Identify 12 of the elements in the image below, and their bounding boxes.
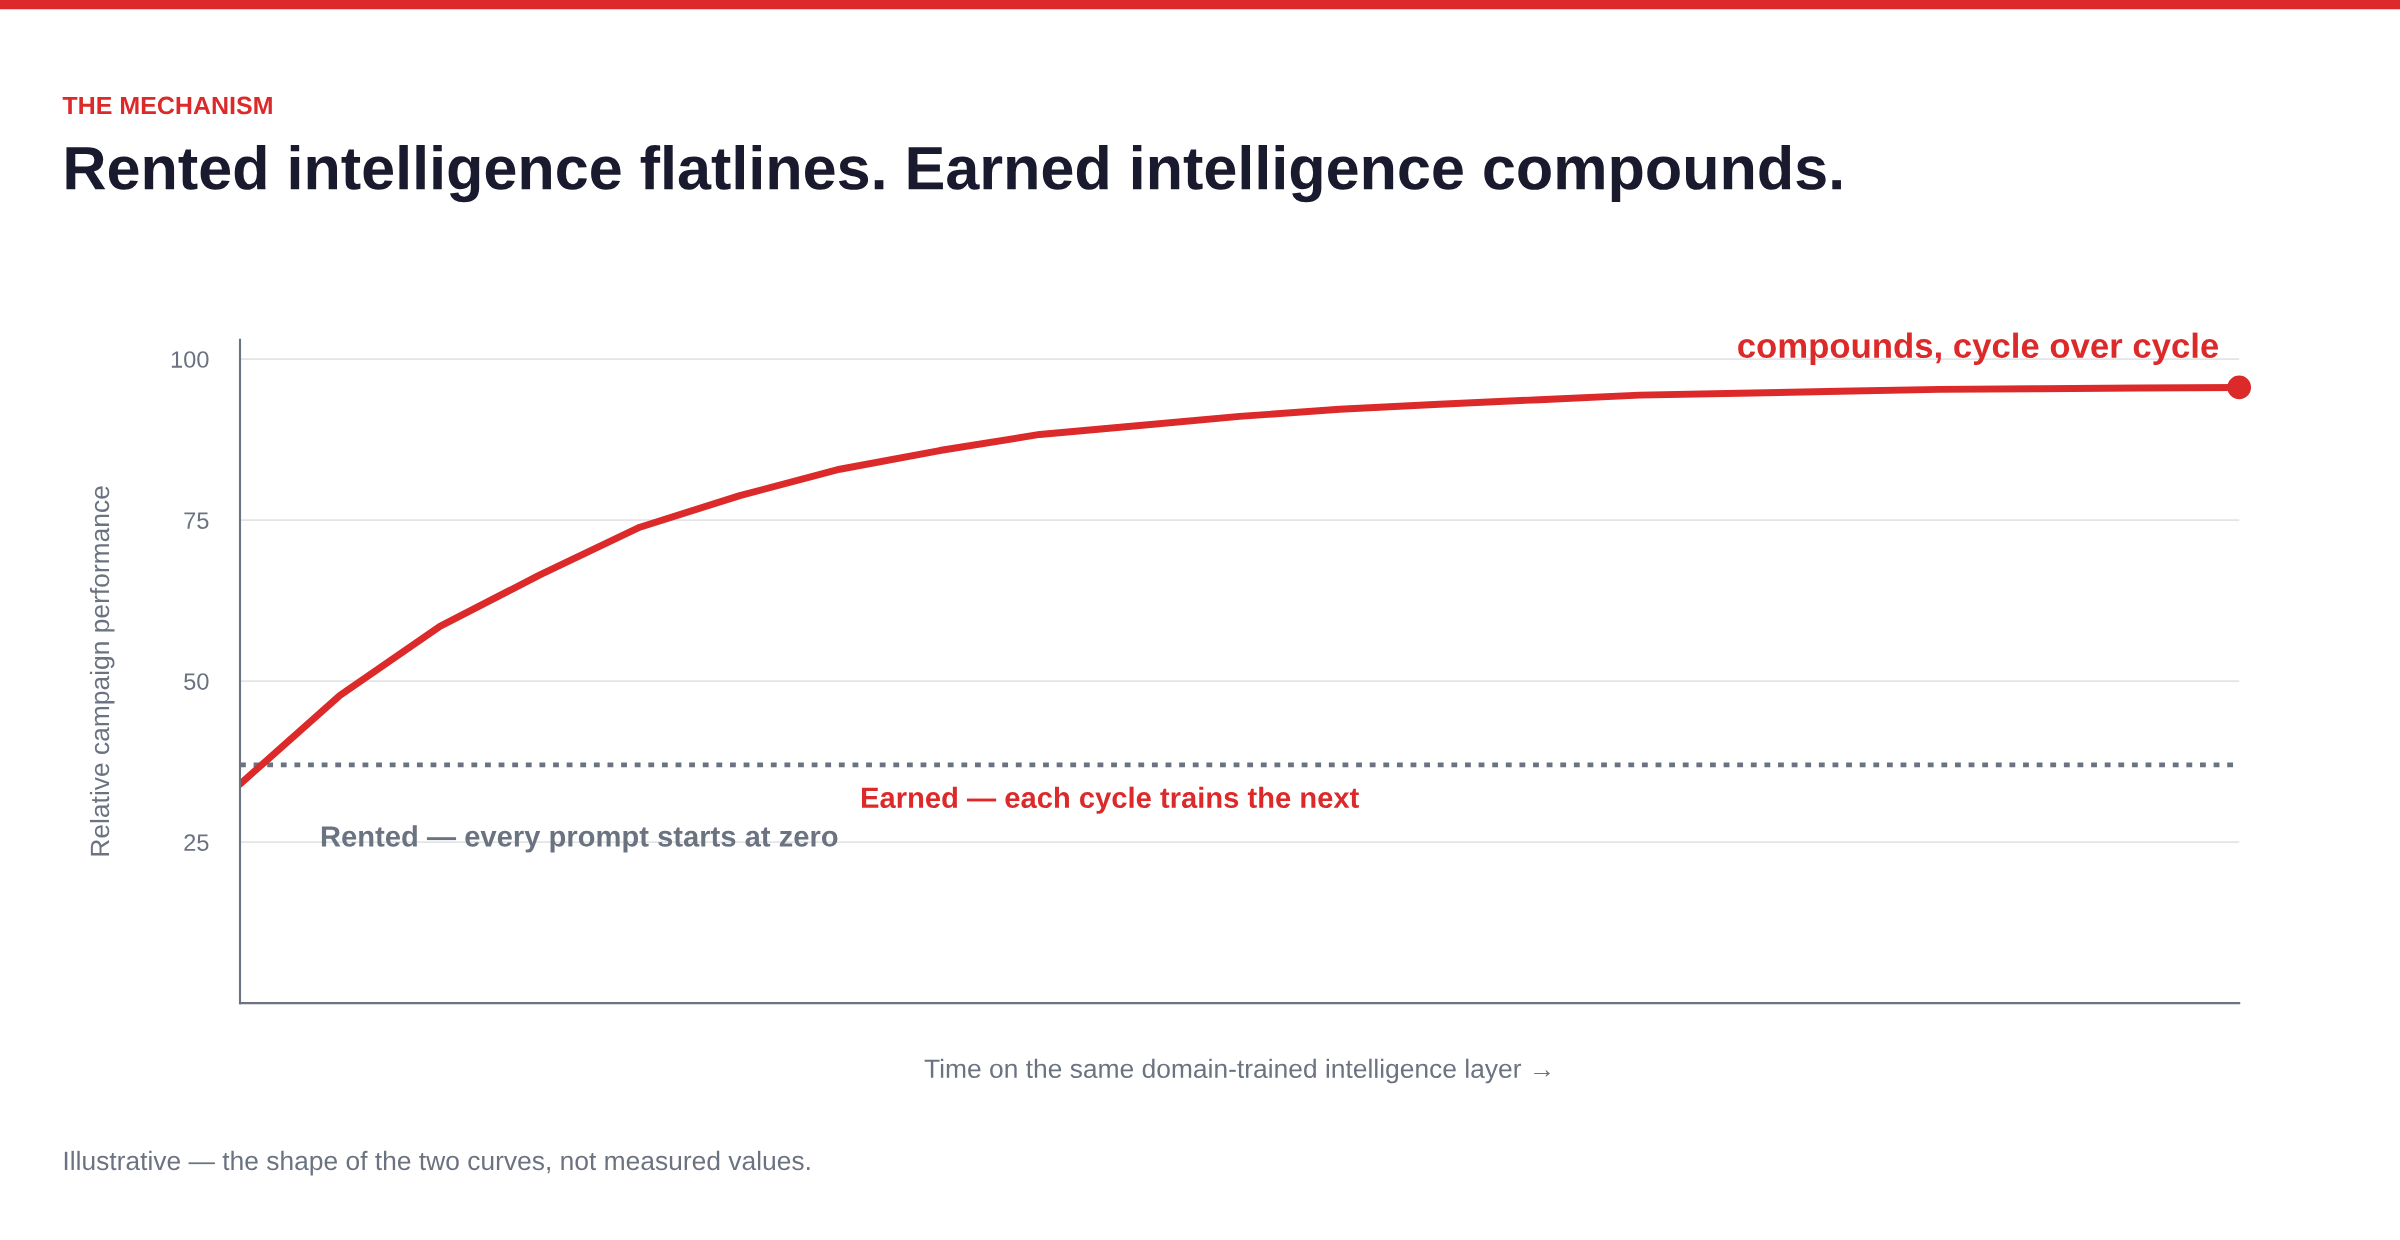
text: Rented — every prompt starts at zero [321,825,838,853]
y-tick-label: 100 [171,351,209,368]
text: Earned — each cycle trains the next [861,786,1359,814]
y-tick-label: 50 [184,673,209,690]
annotation: compounds, cycle over cycle [1738,332,2219,365]
chart-subtitle: THE MECHANISM [62,96,272,115]
x-axis-title: Time on the same domain-trained intelligence layer → [924,1058,1550,1084]
chart-title: Rented intelligence flatlines. Earned intelligence compounds. [66,144,1841,203]
y-axis-title: Relative campaign performance [89,486,115,856]
y-tick-label: 25 [184,834,209,851]
text: Illustrative — the shape of the two curves, not measured values. [64,1150,810,1176]
y-tick-label: 75 [184,512,209,529]
